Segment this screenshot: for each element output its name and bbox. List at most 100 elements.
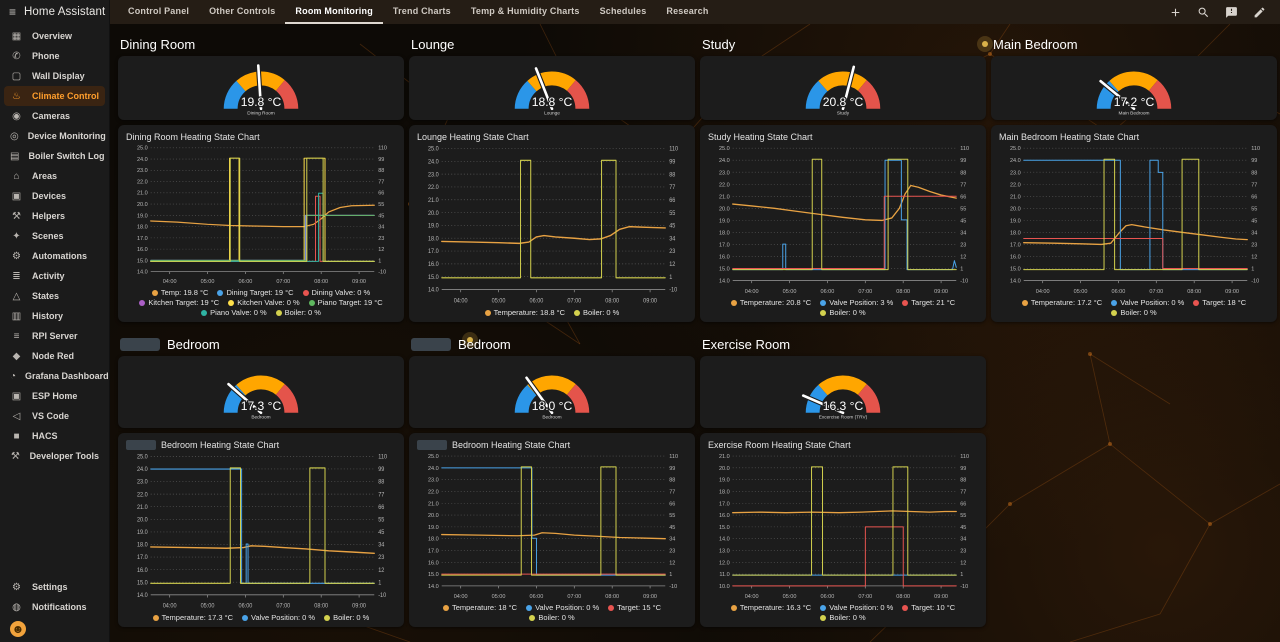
- sidebar-item-automations[interactable]: ⚙ Automations: [4, 246, 105, 266]
- sidebar-footer: ⚙ Settings ◍ Notifications ☻: [0, 577, 109, 642]
- legend-item-boiler[interactable]: Boiler: 0 %: [324, 613, 369, 622]
- sidebar-item-hacs[interactable]: ■ HACS: [4, 426, 105, 446]
- legend-item-dining-valve[interactable]: Dining Valve: 0 %: [302, 288, 370, 297]
- svg-text:16.0: 16.0: [137, 247, 148, 253]
- search-icon[interactable]: [1197, 6, 1210, 19]
- legend-item-dining-target[interactable]: Dining Target: 19 °C: [217, 288, 294, 297]
- sidebar-item-overview[interactable]: ▦ Overview: [4, 26, 105, 46]
- legend-item-boiler[interactable]: Boiler: 0 %: [529, 613, 575, 622]
- gauge-card: 18.0 °C Bedroom: [409, 356, 695, 428]
- svg-text:-10: -10: [378, 593, 386, 599]
- sidebar-item-areas[interactable]: ⌂ Areas: [4, 166, 105, 186]
- sidebar-item-esp-home[interactable]: ▣ ESP Home: [4, 386, 105, 406]
- legend-item-temperature[interactable]: Temperature: 17.3 °C: [152, 613, 233, 622]
- tab-schedules[interactable]: Schedules: [599, 6, 647, 16]
- svg-text:12: 12: [669, 262, 675, 268]
- assist-chat-icon[interactable]: [1225, 6, 1238, 19]
- sidebar-item-label: ESP Home: [32, 391, 78, 401]
- svg-text:45: 45: [960, 218, 966, 224]
- legend-item-temperature[interactable]: Temperature: 20.8 °C: [730, 298, 811, 307]
- menu-icon[interactable]: ≡: [9, 5, 17, 19]
- monitor-eye-icon: ◎: [10, 130, 19, 142]
- svg-text:14.0: 14.0: [137, 270, 148, 276]
- tab-temp-humidity-charts[interactable]: Temp & Humidity Charts: [470, 6, 580, 16]
- tab-room-monitoring[interactable]: Room Monitoring: [285, 0, 383, 24]
- legend-item-target[interactable]: Target: 18 °C: [1193, 298, 1246, 307]
- svg-text:16.0: 16.0: [428, 262, 439, 268]
- sidebar-item-rpi-server[interactable]: ≡ RPI Server: [4, 326, 105, 346]
- legend-item-temp[interactable]: Temp: 19.8 °C: [151, 288, 208, 297]
- legend-item-boiler[interactable]: Boiler: 0 %: [820, 613, 866, 622]
- chart-title-label: Bedroom Heating State Chart: [161, 440, 280, 450]
- svg-text:09:00: 09:00: [934, 289, 948, 295]
- sidebar-item-helpers[interactable]: ⚒ Helpers: [4, 206, 105, 226]
- svg-text:12.0: 12.0: [719, 560, 730, 566]
- sidebar-item-climate-control[interactable]: ♨ Climate Control: [4, 86, 105, 106]
- gauge-label: Dining Room: [247, 110, 274, 116]
- svg-text:23: 23: [669, 548, 675, 554]
- sidebar-item-label: Automations: [32, 251, 87, 261]
- user-avatar[interactable]: ☻: [10, 621, 26, 637]
- sidebar-item-developer-tools[interactable]: ⚒ Developer Tools: [4, 446, 105, 466]
- sidebar-item-activity[interactable]: ≣ Activity: [4, 266, 105, 286]
- legend-item-target[interactable]: Target: 10 °C: [902, 603, 955, 612]
- sidebar-item-settings[interactable]: ⚙ Settings: [4, 577, 105, 597]
- legend-item-valve-position[interactable]: Valve Position: 0 %: [242, 613, 315, 622]
- sidebar-item-vs-code[interactable]: ◁ VS Code: [4, 406, 105, 426]
- legend-item-valve-position[interactable]: Valve Position: 0 %: [820, 603, 893, 612]
- svg-text:16.0: 16.0: [719, 513, 730, 519]
- sidebar-item-phone[interactable]: ✆ Phone: [4, 46, 105, 66]
- sidebar-item-devices[interactable]: ▣ Devices: [4, 186, 105, 206]
- legend-item-valve-position[interactable]: Valve Position: 0 %: [1111, 298, 1184, 307]
- legend-color-dot: [1021, 299, 1028, 306]
- sidebar-item-boiler-switch-log[interactable]: ▤ Boiler Switch Log: [4, 146, 105, 166]
- add-icon[interactable]: [1169, 6, 1182, 19]
- legend-item-temperature[interactable]: Temperature: 17.2 °C: [1021, 298, 1102, 307]
- legend-item-piano-target[interactable]: Piano Target: 19 °C: [308, 298, 383, 307]
- legend-item-piano-valve[interactable]: Piano Valve: 0 %: [201, 308, 267, 317]
- legend-item-temperature[interactable]: Temperature: 16.3 °C: [730, 603, 811, 612]
- topbar: Control Panel Other Controls Room Monitori…: [110, 0, 1280, 24]
- gauge-label: Bedroom: [542, 414, 561, 420]
- sidebar-item-device-monitoring[interactable]: ◎ Device Monitoring: [4, 126, 106, 146]
- legend-item-kitchen-valve[interactable]: Kitchen Valve: 0 %: [228, 298, 300, 307]
- room-row-top: Dining Room 19.8 °C Dining Room Dining Room…: [118, 33, 1277, 322]
- legend-item-target[interactable]: Target: 21 °C: [902, 298, 955, 307]
- chart-title: Dining Room Heating State Chart: [124, 130, 398, 143]
- sidebar-item-scenes[interactable]: ✦ Scenes: [4, 226, 105, 246]
- legend-item-temperature[interactable]: Temperature: 18 °C: [442, 603, 517, 612]
- sidebar-item-states[interactable]: △ States: [4, 286, 105, 306]
- sidebar-item-wall-display[interactable]: ▢ Wall Display: [4, 66, 105, 86]
- sidebar-item-grafana-dashboard[interactable]: ◔ Grafana Dashboard: [4, 366, 109, 386]
- legend-item-valve-position[interactable]: Valve Position: 3 %: [820, 298, 893, 307]
- svg-text:45: 45: [960, 525, 966, 531]
- legend-color-dot: [302, 289, 309, 296]
- svg-text:17.0: 17.0: [137, 555, 148, 561]
- sidebar-item-node-red[interactable]: ◆ Node Red: [4, 346, 105, 366]
- svg-text:-10: -10: [378, 270, 386, 276]
- sidebar-item-cameras[interactable]: ◉ Cameras: [4, 106, 105, 126]
- sidebar-item-history[interactable]: ▥ History: [4, 306, 105, 326]
- svg-text:22.0: 22.0: [137, 492, 148, 498]
- tab-research[interactable]: Research: [666, 6, 709, 16]
- legend-item-temperature[interactable]: Temperature: 18.8 °C: [484, 308, 565, 317]
- tab-other-controls[interactable]: Other Controls: [209, 6, 276, 16]
- legend-item-boiler[interactable]: Boiler: 0 %: [1111, 308, 1157, 317]
- legend-color-dot: [151, 289, 158, 296]
- room-title-label: Lounge: [411, 37, 455, 52]
- legend-item-target[interactable]: Target: 15 °C: [608, 603, 661, 612]
- legend-item-boiler[interactable]: Boiler: 0 %: [275, 308, 321, 317]
- svg-text:34: 34: [960, 230, 966, 236]
- edit-dashboard-icon[interactable]: [1253, 6, 1266, 19]
- svg-text:15.0: 15.0: [719, 267, 730, 273]
- svg-text:45: 45: [378, 213, 384, 219]
- sidebar-item-notifications[interactable]: ◍ Notifications: [4, 597, 105, 617]
- legend-item-boiler[interactable]: Boiler: 0 %: [820, 308, 866, 317]
- tab-trend-charts[interactable]: Trend Charts: [392, 6, 451, 16]
- legend-item-boiler[interactable]: Boiler: 0 %: [574, 308, 619, 317]
- svg-text:1: 1: [1251, 267, 1254, 273]
- legend-item-valve-position[interactable]: Valve Position: 0 %: [526, 603, 599, 612]
- tab-control-panel[interactable]: Control Panel: [128, 6, 190, 16]
- legend-item-kitchen-target[interactable]: Kitchen Target: 19 °C: [139, 298, 219, 307]
